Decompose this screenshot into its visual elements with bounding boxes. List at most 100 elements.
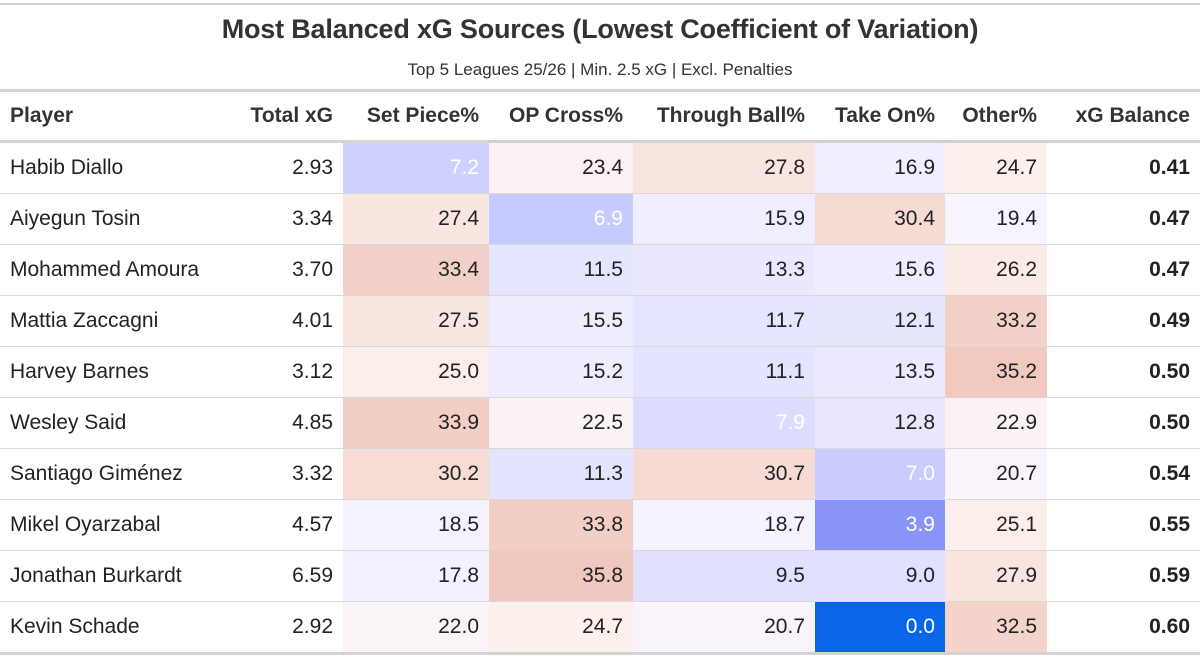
cell-set-piece: 27.4 xyxy=(343,193,489,245)
cell-set-piece: 25.0 xyxy=(343,346,489,398)
cell-op-cross: 23.4 xyxy=(489,141,633,194)
header-row: Player Total xG Set Piece% OP Cross% Thr… xyxy=(0,89,1200,143)
cell-player: Santiago Giménez xyxy=(0,448,239,500)
cell-other: 19.4 xyxy=(945,193,1047,245)
cell-op-cross: 33.8 xyxy=(489,499,633,551)
cell-xg-balance: 0.59 xyxy=(1047,550,1200,602)
top-divider xyxy=(0,3,1200,5)
table-row: Habib Diallo 2.93 7.2 23.4 27.8 16.9 24.7 0.41 xyxy=(0,141,1200,194)
table-row: Harvey Barnes 3.12 25.0 15.2 11.1 13.5 35.2 0.5… xyxy=(0,346,1200,398)
table-row: Wesley Said 4.85 33.9 22.5 7.9 12.8 22.9 0.50 xyxy=(0,397,1200,449)
cell-player: Mikel Oyarzabal xyxy=(0,499,239,551)
cell-op-cross: 24.7 xyxy=(489,601,633,655)
cell-op-cross: 35.8 xyxy=(489,550,633,602)
cell-op-cross: 11.5 xyxy=(489,244,633,296)
cell-player: Kevin Schade xyxy=(0,601,239,655)
cell-take-on: 7.0 xyxy=(815,448,945,500)
cell-player: Habib Diallo xyxy=(0,141,239,194)
cell-total-xg: 4.01 xyxy=(239,295,343,347)
cell-op-cross: 15.5 xyxy=(489,295,633,347)
cell-set-piece: 33.9 xyxy=(343,397,489,449)
header-set-piece: Set Piece% xyxy=(343,89,489,143)
cell-set-piece: 30.2 xyxy=(343,448,489,500)
cell-total-xg: 3.32 xyxy=(239,448,343,500)
header-through-ball: Through Ball% xyxy=(633,89,815,143)
cell-take-on: 12.8 xyxy=(815,397,945,449)
cell-other: 24.7 xyxy=(945,141,1047,194)
table-row: Aiyegun Tosin 3.34 27.4 6.9 15.9 30.4 19.4 0.47 xyxy=(0,193,1200,245)
cell-take-on: 0.0 xyxy=(815,601,945,655)
table-row: Kevin Schade 2.92 22.0 24.7 20.7 0.0 32.5 0.60 xyxy=(0,601,1200,655)
table-row: Mattia Zaccagni 4.01 27.5 15.5 11.7 12.1 33.2 0… xyxy=(0,295,1200,347)
cell-total-xg: 2.92 xyxy=(239,601,343,655)
cell-xg-balance: 0.60 xyxy=(1047,601,1200,655)
table-body: Habib Diallo 2.93 7.2 23.4 27.8 16.9 24.7 0.41 A… xyxy=(0,141,1200,655)
table-row: Mikel Oyarzabal 4.57 18.5 33.8 18.7 3.9 25.1 0.… xyxy=(0,499,1200,551)
header-take-on: Take On% xyxy=(815,89,945,143)
cell-through-ball: 7.9 xyxy=(633,397,815,449)
cell-op-cross: 15.2 xyxy=(489,346,633,398)
cell-take-on: 9.0 xyxy=(815,550,945,602)
cell-take-on: 13.5 xyxy=(815,346,945,398)
cell-xg-balance: 0.50 xyxy=(1047,397,1200,449)
cell-take-on: 12.1 xyxy=(815,295,945,347)
cell-other: 32.5 xyxy=(945,601,1047,655)
cell-other: 33.2 xyxy=(945,295,1047,347)
cell-xg-balance: 0.50 xyxy=(1047,346,1200,398)
cell-set-piece: 27.5 xyxy=(343,295,489,347)
header-player: Player xyxy=(0,89,239,143)
cell-total-xg: 4.57 xyxy=(239,499,343,551)
cell-set-piece: 7.2 xyxy=(343,141,489,194)
cell-player: Mohammed Amoura xyxy=(0,244,239,296)
cell-player: Mattia Zaccagni xyxy=(0,295,239,347)
cell-xg-balance: 0.55 xyxy=(1047,499,1200,551)
cell-player: Jonathan Burkardt xyxy=(0,550,239,602)
cell-other: 26.2 xyxy=(945,244,1047,296)
cell-total-xg: 2.93 xyxy=(239,141,343,194)
cell-total-xg: 3.12 xyxy=(239,346,343,398)
cell-xg-balance: 0.47 xyxy=(1047,244,1200,296)
cell-op-cross: 6.9 xyxy=(489,193,633,245)
cell-total-xg: 4.85 xyxy=(239,397,343,449)
cell-xg-balance: 0.41 xyxy=(1047,141,1200,194)
cell-through-ball: 13.3 xyxy=(633,244,815,296)
cell-set-piece: 17.8 xyxy=(343,550,489,602)
cell-through-ball: 18.7 xyxy=(633,499,815,551)
cell-player: Wesley Said xyxy=(0,397,239,449)
cell-op-cross: 11.3 xyxy=(489,448,633,500)
cell-xg-balance: 0.54 xyxy=(1047,448,1200,500)
cell-take-on: 15.6 xyxy=(815,244,945,296)
xg-table: Player Total xG Set Piece% OP Cross% Thr… xyxy=(0,89,1200,655)
cell-player: Aiyegun Tosin xyxy=(0,193,239,245)
chart-subtitle: Top 5 Leagues 25/26 | Min. 2.5 xG | Excl… xyxy=(407,60,793,79)
cell-xg-balance: 0.49 xyxy=(1047,295,1200,347)
cell-player: Harvey Barnes xyxy=(0,346,239,398)
chart-title: Most Balanced xG Sources (Lowest Coeffic… xyxy=(221,14,979,44)
cell-other: 35.2 xyxy=(945,346,1047,398)
table-row: Mohammed Amoura 3.70 33.4 11.5 13.3 15.6 26.2 0… xyxy=(0,244,1200,296)
cell-through-ball: 27.8 xyxy=(633,141,815,194)
header-xg-balance: xG Balance xyxy=(1047,89,1200,143)
cell-total-xg: 3.34 xyxy=(239,193,343,245)
table-row: Santiago Giménez 3.32 30.2 11.3 30.7 7.0 20.7 0… xyxy=(0,448,1200,500)
cell-through-ball: 11.7 xyxy=(633,295,815,347)
cell-through-ball: 20.7 xyxy=(633,601,815,655)
cell-set-piece: 18.5 xyxy=(343,499,489,551)
cell-other: 27.9 xyxy=(945,550,1047,602)
cell-through-ball: 30.7 xyxy=(633,448,815,500)
cell-take-on: 3.9 xyxy=(815,499,945,551)
cell-set-piece: 22.0 xyxy=(343,601,489,655)
cell-through-ball: 15.9 xyxy=(633,193,815,245)
cell-set-piece: 33.4 xyxy=(343,244,489,296)
cell-other: 22.9 xyxy=(945,397,1047,449)
table-row: Jonathan Burkardt 6.59 17.8 35.8 9.5 9.0 27.9 0… xyxy=(0,550,1200,602)
cell-take-on: 16.9 xyxy=(815,141,945,194)
cell-other: 20.7 xyxy=(945,448,1047,500)
cell-other: 25.1 xyxy=(945,499,1047,551)
cell-through-ball: 9.5 xyxy=(633,550,815,602)
cell-op-cross: 22.5 xyxy=(489,397,633,449)
header-op-cross: OP Cross% xyxy=(489,89,633,143)
cell-xg-balance: 0.47 xyxy=(1047,193,1200,245)
header-total-xg: Total xG xyxy=(239,89,343,143)
